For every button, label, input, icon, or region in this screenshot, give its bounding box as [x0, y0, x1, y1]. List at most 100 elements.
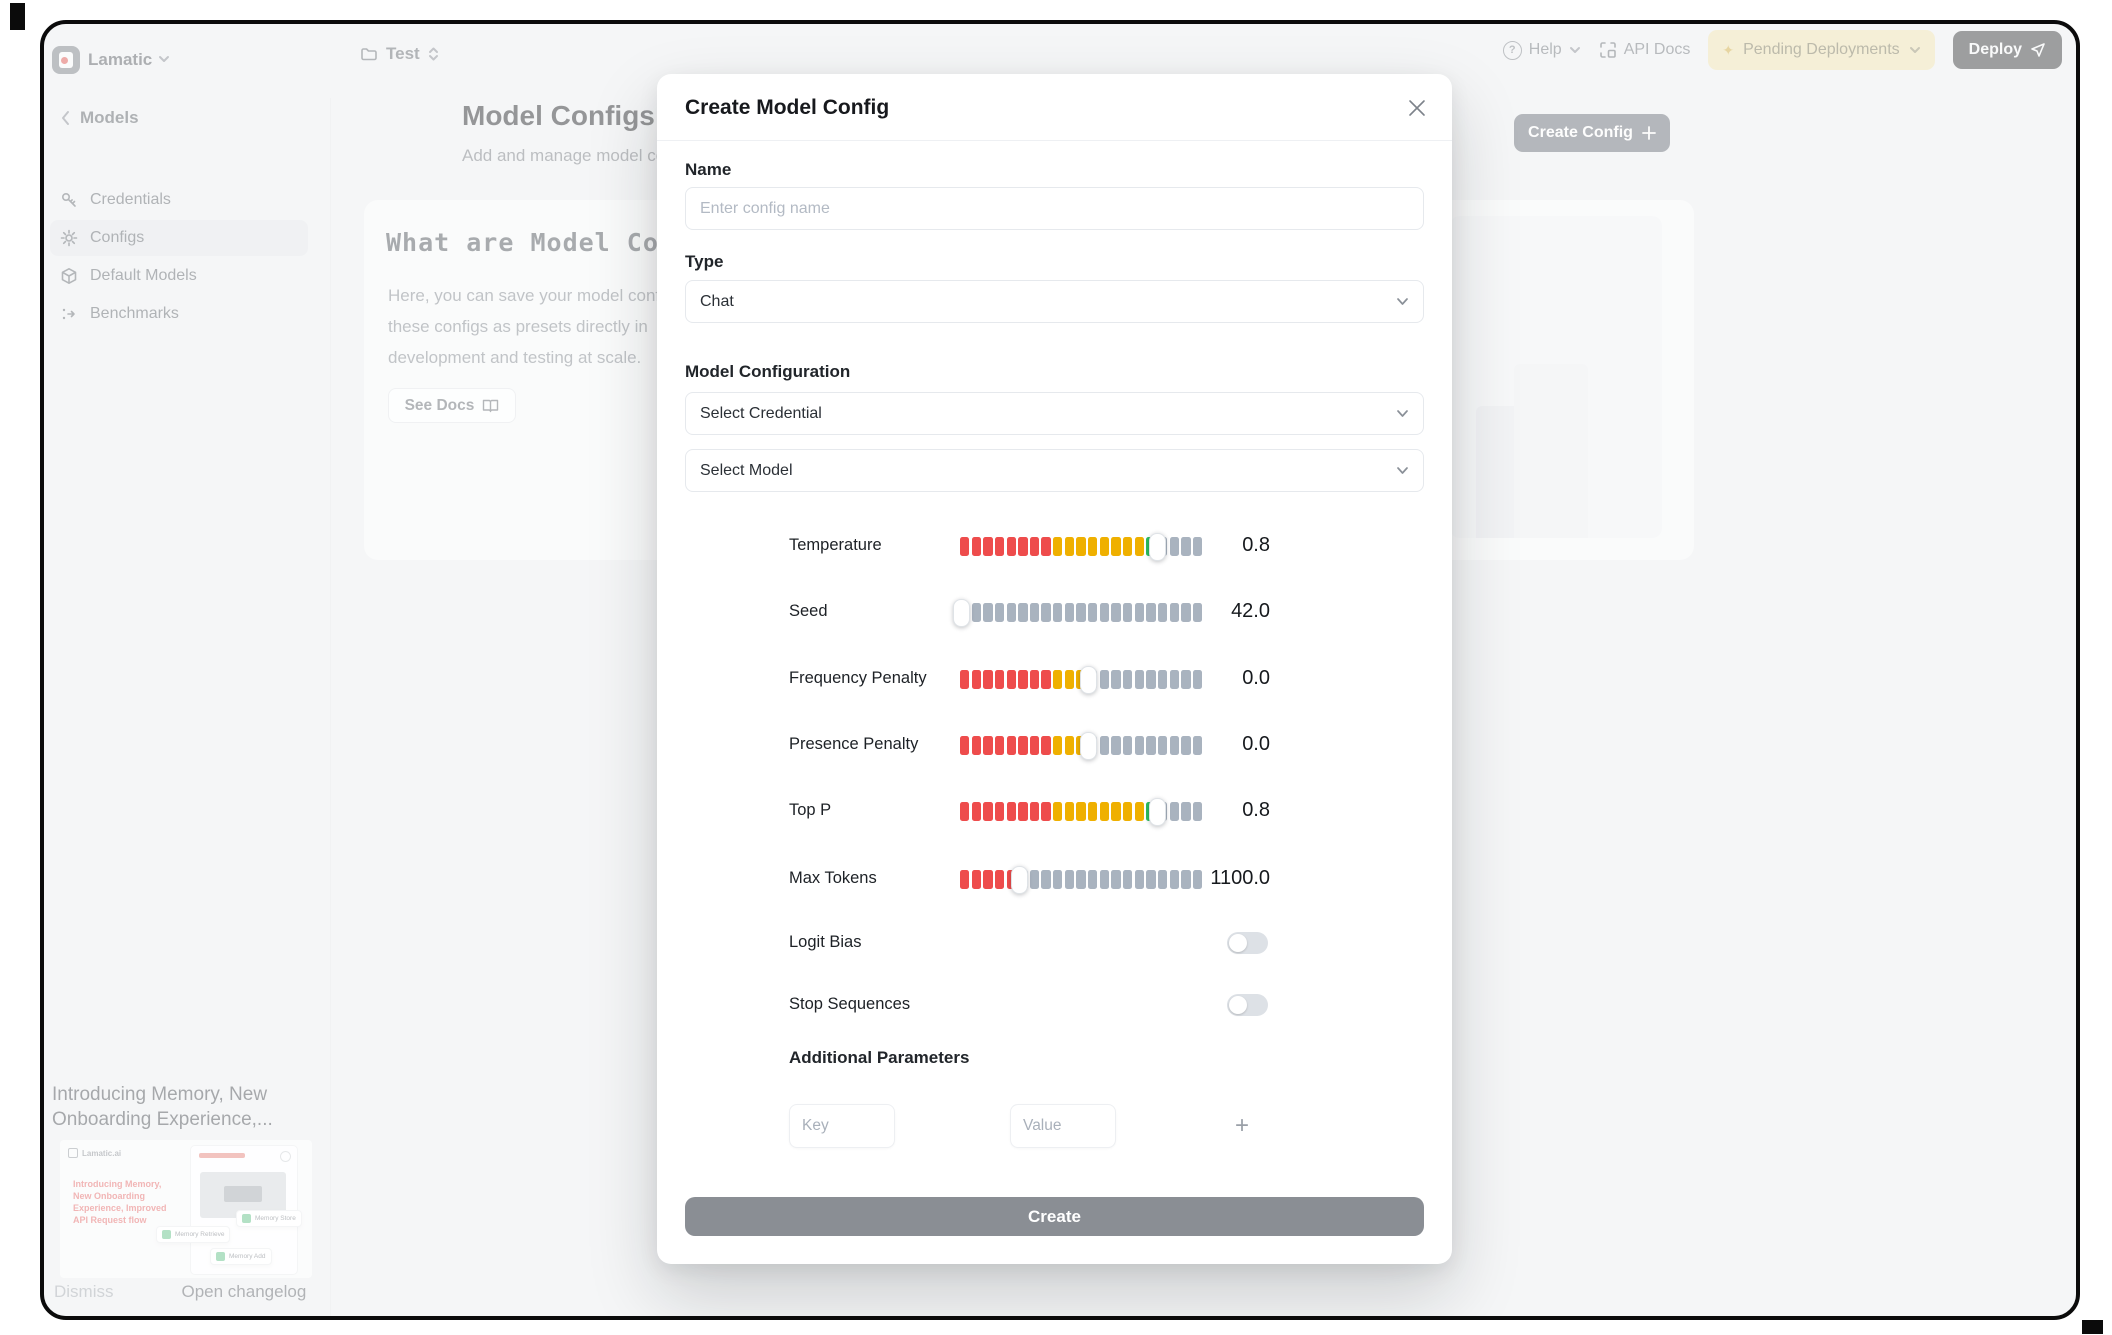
slider-segment: [1122, 670, 1133, 689]
slider-value: 42.0: [1231, 600, 1270, 622]
temperature-slider[interactable]: [960, 533, 1203, 561]
chevron-down-icon: [1397, 298, 1408, 305]
chevron-down-icon: [1397, 467, 1408, 474]
slider-segment: [983, 537, 993, 556]
slider-segment: [1134, 603, 1144, 622]
app-window: Lamatic Test ? Help: [40, 20, 2080, 1320]
slider-segment: [1192, 603, 1203, 622]
slider-segment: [1041, 802, 1051, 821]
slider-segment: [1134, 736, 1144, 755]
slider-segment: [994, 870, 1005, 889]
credential-select[interactable]: Select Credential: [685, 392, 1424, 435]
slider-segment: [1134, 870, 1144, 889]
slider-segment: [960, 736, 970, 755]
slider-segment: [1064, 537, 1075, 556]
slider-label: Top P: [789, 801, 832, 819]
slider-segment: [1157, 603, 1168, 622]
param-key-input[interactable]: [789, 1104, 895, 1148]
slider-segment: [1111, 603, 1121, 622]
slider-segment: [983, 736, 993, 755]
chevron-down-icon: [1397, 410, 1408, 417]
slider-segment: [1157, 670, 1168, 689]
slider-segment: [1122, 870, 1133, 889]
logit-bias-toggle[interactable]: [1227, 932, 1268, 954]
slider-handle[interactable]: [1148, 798, 1166, 826]
slider-segment: [1041, 603, 1051, 622]
param-value-input[interactable]: [1010, 1104, 1116, 1148]
slider-segment: [1122, 736, 1133, 755]
slider-segment: [1018, 603, 1028, 622]
slider-segment: [1122, 603, 1133, 622]
slider-handle[interactable]: [1010, 866, 1028, 894]
slider-segment: [1088, 870, 1098, 889]
slider-segment: [1053, 870, 1063, 889]
slider-segment: [983, 603, 993, 622]
slider-segment: [1053, 537, 1063, 556]
add-parameter-button[interactable]: +: [1227, 1111, 1257, 1141]
config-name-input[interactable]: [685, 187, 1424, 230]
slider-segment: [1181, 802, 1191, 821]
slider-segment: [1181, 736, 1191, 755]
top-p-slider[interactable]: [960, 798, 1203, 826]
slider-segment: [1157, 736, 1168, 755]
presence-penalty-slider[interactable]: [960, 732, 1203, 760]
slider-segment: [1053, 670, 1063, 689]
slider-segment: [1181, 670, 1191, 689]
slider-segment: [1099, 670, 1110, 689]
slider-segment: [1006, 537, 1016, 556]
seed-slider[interactable]: [953, 599, 1203, 627]
slider-value: 0.8: [1242, 799, 1270, 821]
slider-segment: [1134, 670, 1144, 689]
slider-value: 0.0: [1242, 733, 1270, 755]
slider-handle[interactable]: [953, 599, 970, 627]
slider-segment: [971, 603, 981, 622]
type-select[interactable]: Chat: [685, 280, 1424, 323]
slider-handle[interactable]: [1148, 533, 1166, 561]
slider-handle[interactable]: [1079, 732, 1097, 760]
slider-segment: [994, 603, 1005, 622]
slider-segment: [1146, 870, 1156, 889]
slider-segment: [994, 736, 1005, 755]
slider-segment: [1006, 736, 1016, 755]
slider-segment: [960, 802, 970, 821]
close-icon[interactable]: [1406, 98, 1428, 120]
slider-segment: [1029, 870, 1040, 889]
slider-segment: [994, 537, 1005, 556]
slider-segment: [1064, 870, 1075, 889]
slider-segment: [1018, 736, 1028, 755]
slider-value: 1100.0: [1210, 867, 1270, 889]
slider-segment: [1041, 537, 1051, 556]
slider-segment: [1181, 603, 1191, 622]
slider-segment: [1146, 736, 1156, 755]
frequency-penalty-slider[interactable]: [960, 666, 1203, 694]
slider-segment: [1146, 670, 1156, 689]
create-button[interactable]: Create: [685, 1197, 1424, 1236]
slider-segment: [971, 537, 981, 556]
slider-segment: [1134, 537, 1144, 556]
slider-segment: [1018, 802, 1028, 821]
slider-row-temperature: Temperature 0.8: [657, 532, 1452, 562]
slider-value: 0.0: [1242, 667, 1270, 689]
slider-segment: [1053, 603, 1063, 622]
slider-segment: [1018, 670, 1028, 689]
model-select[interactable]: Select Model: [685, 449, 1424, 492]
slider-segment: [1053, 802, 1063, 821]
model-placeholder: Select Model: [700, 461, 793, 479]
stop-sequences-toggle[interactable]: [1227, 994, 1268, 1016]
slider-segment: [1064, 736, 1075, 755]
slider-segment: [971, 736, 981, 755]
slider-segment: [1076, 603, 1086, 622]
max-tokens-slider[interactable]: [960, 866, 1203, 894]
toggle-knob: [1229, 934, 1247, 952]
slider-segment: [1192, 736, 1203, 755]
slider-segment: [960, 537, 970, 556]
slider-segment: [1099, 802, 1110, 821]
credential-placeholder: Select Credential: [700, 404, 822, 422]
slider-segment: [1029, 802, 1040, 821]
slider-segment: [1169, 603, 1179, 622]
slider-segment: [1111, 802, 1121, 821]
slider-segment: [1029, 537, 1040, 556]
slider-segment: [1041, 670, 1051, 689]
slider-segment: [1192, 537, 1203, 556]
slider-handle[interactable]: [1079, 666, 1097, 694]
